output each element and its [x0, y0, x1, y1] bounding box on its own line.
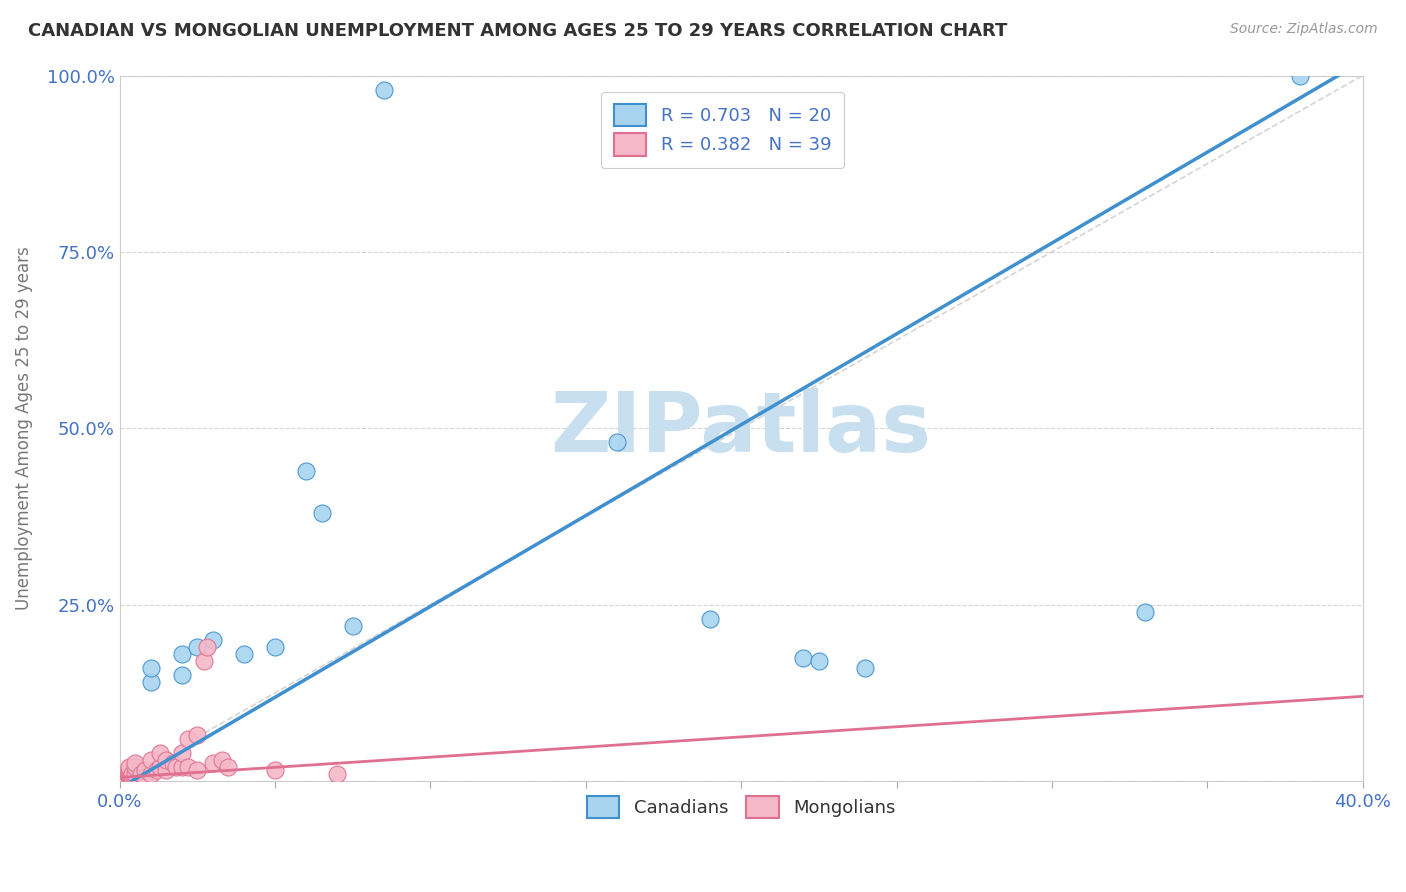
- Point: [134, 771, 156, 785]
- Point: [295, 464, 318, 478]
- Point: [373, 82, 395, 96]
- Point: [134, 764, 156, 778]
- Point: [170, 746, 193, 760]
- Point: [139, 753, 162, 767]
- Point: [186, 728, 208, 742]
- Point: [311, 506, 333, 520]
- Point: [201, 756, 224, 771]
- Point: [177, 760, 200, 774]
- Point: [233, 647, 256, 661]
- Y-axis label: Unemployment Among Ages 25 to 29 years: Unemployment Among Ages 25 to 29 years: [15, 246, 32, 610]
- Point: [149, 746, 172, 760]
- Text: ZIPatlas: ZIPatlas: [551, 388, 932, 469]
- Point: [139, 661, 162, 675]
- Point: [118, 768, 141, 782]
- Point: [139, 767, 162, 781]
- Point: [121, 767, 143, 781]
- Point: [149, 760, 172, 774]
- Point: [131, 767, 153, 781]
- Point: [792, 650, 814, 665]
- Point: [177, 731, 200, 746]
- Point: [124, 767, 146, 781]
- Point: [218, 760, 240, 774]
- Point: [118, 771, 141, 785]
- Point: [155, 764, 177, 778]
- Point: [155, 753, 177, 767]
- Point: [699, 612, 721, 626]
- Point: [807, 654, 830, 668]
- Point: [170, 647, 193, 661]
- Point: [264, 640, 287, 654]
- Point: [1289, 69, 1312, 83]
- Point: [201, 632, 224, 647]
- Legend: Canadians, Mongolians: Canadians, Mongolians: [579, 789, 903, 825]
- Point: [170, 760, 193, 774]
- Point: [118, 764, 141, 778]
- Text: Source: ZipAtlas.com: Source: ZipAtlas.com: [1230, 22, 1378, 37]
- Point: [139, 675, 162, 690]
- Point: [855, 661, 877, 675]
- Point: [118, 761, 141, 775]
- Point: [186, 764, 208, 778]
- Point: [165, 760, 187, 774]
- Point: [124, 771, 146, 785]
- Point: [264, 764, 287, 778]
- Point: [124, 760, 146, 774]
- Point: [162, 756, 184, 771]
- Point: [193, 654, 215, 668]
- Text: CANADIAN VS MONGOLIAN UNEMPLOYMENT AMONG AGES 25 TO 29 YEARS CORRELATION CHART: CANADIAN VS MONGOLIAN UNEMPLOYMENT AMONG…: [28, 22, 1008, 40]
- Point: [170, 668, 193, 682]
- Point: [1133, 605, 1156, 619]
- Point: [195, 640, 218, 654]
- Point: [211, 753, 233, 767]
- Point: [124, 760, 146, 774]
- Point: [124, 756, 146, 771]
- Point: [118, 765, 141, 780]
- Point: [326, 767, 349, 781]
- Point: [118, 771, 141, 785]
- Point: [118, 760, 141, 774]
- Point: [186, 640, 208, 654]
- Point: [146, 764, 169, 778]
- Point: [606, 435, 628, 450]
- Point: [121, 771, 143, 785]
- Point: [118, 767, 141, 781]
- Point: [342, 619, 364, 633]
